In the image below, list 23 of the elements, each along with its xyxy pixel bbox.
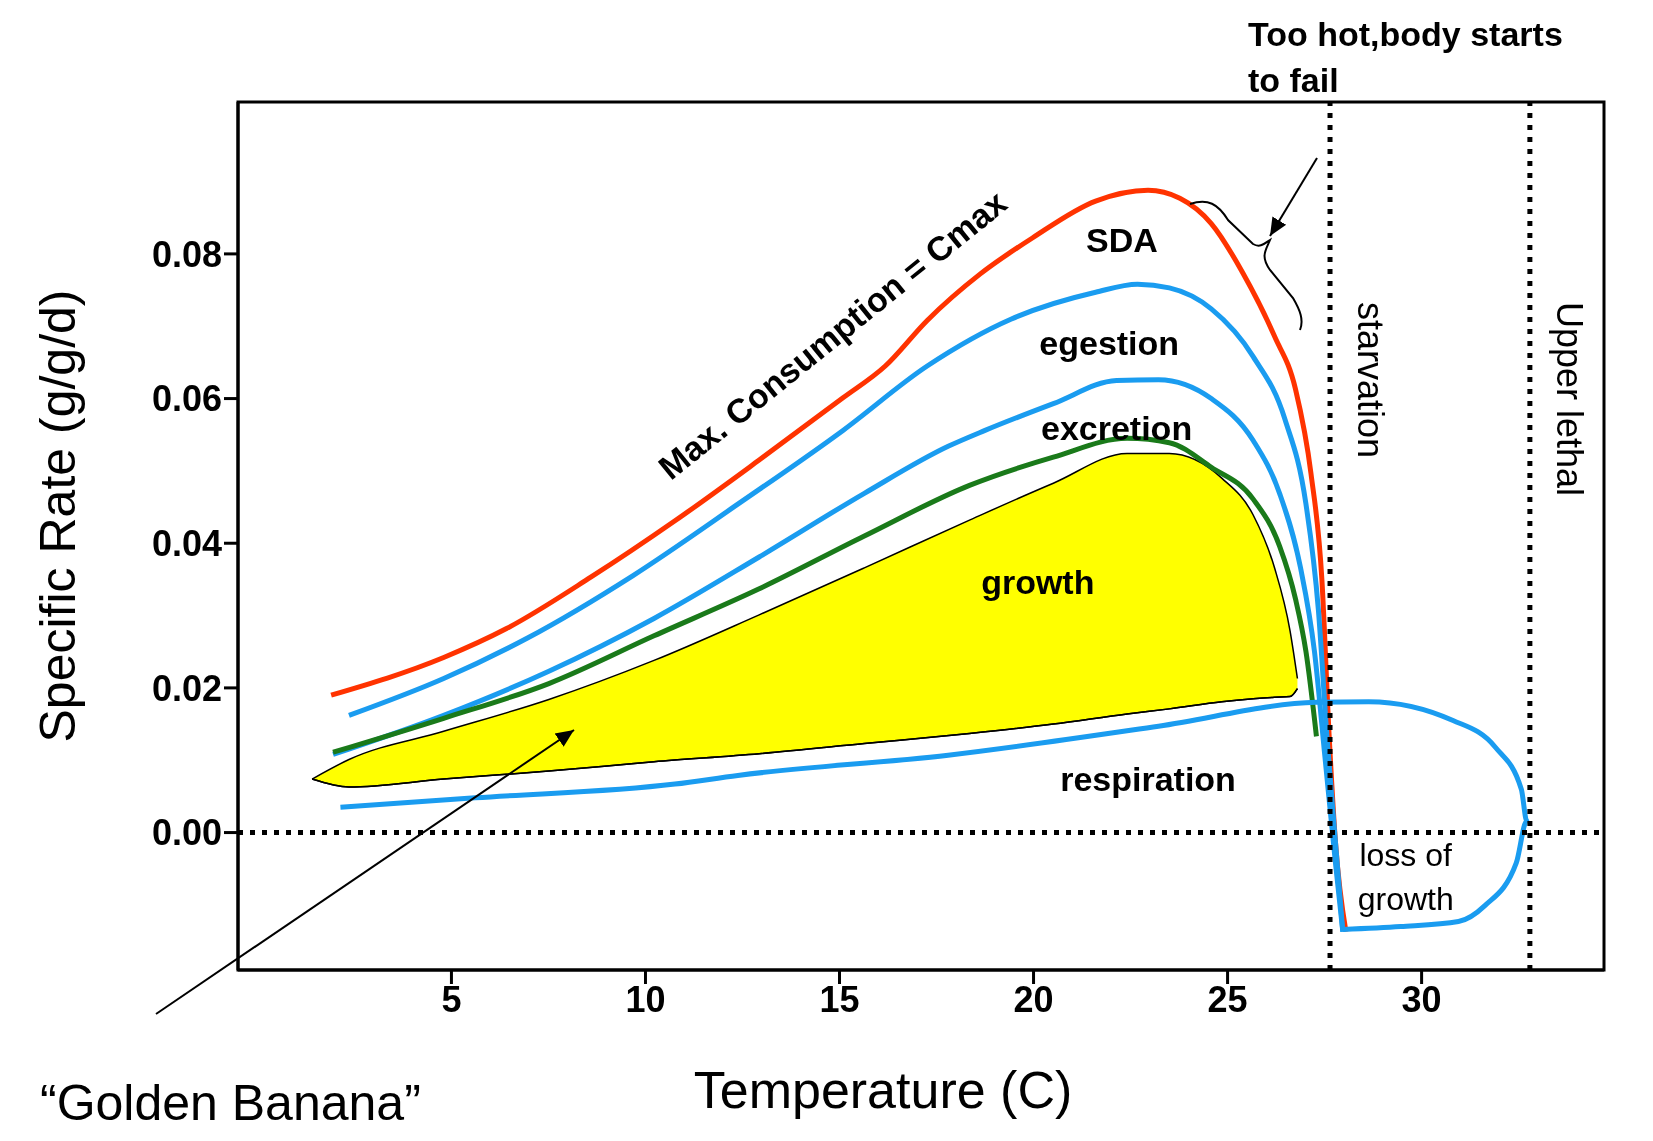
text: Too hot,body starts to fail: [1248, 15, 1563, 99]
y-tick-label: 0.06: [151, 378, 222, 420]
y-tick-label: 0.02: [151, 667, 222, 709]
y-tick-label: 0.08: [151, 233, 222, 275]
y-axis-title: Specific Rate (g/g/d): [30, 289, 86, 743]
annotation: excretion: [1040, 409, 1193, 448]
annotation: loss of growth: [1357, 836, 1454, 917]
annotation: growth: [981, 562, 1095, 601]
y-tick-label: 0.04: [151, 523, 222, 565]
ref-line-label: Upper lethal: [1549, 302, 1591, 497]
y-tick-label: 0.00: [151, 812, 222, 854]
x-tick-label: 25: [1207, 978, 1248, 1020]
x-axis-title: Temperature (C): [693, 1061, 1073, 1119]
x-tick-label: 20: [1013, 978, 1054, 1020]
annotation: egestion: [1039, 323, 1180, 362]
x-tick-label: 15: [819, 978, 860, 1020]
x-tick-label: 10: [625, 978, 666, 1020]
text: “Golden Banana”: [40, 1075, 421, 1131]
annotation: SDA: [1086, 221, 1158, 260]
annotation: respiration: [1060, 760, 1236, 799]
x-tick-label: 30: [1401, 978, 1442, 1020]
ref-line-label: starvation: [1349, 302, 1391, 459]
x-tick-label: 5: [441, 978, 462, 1020]
